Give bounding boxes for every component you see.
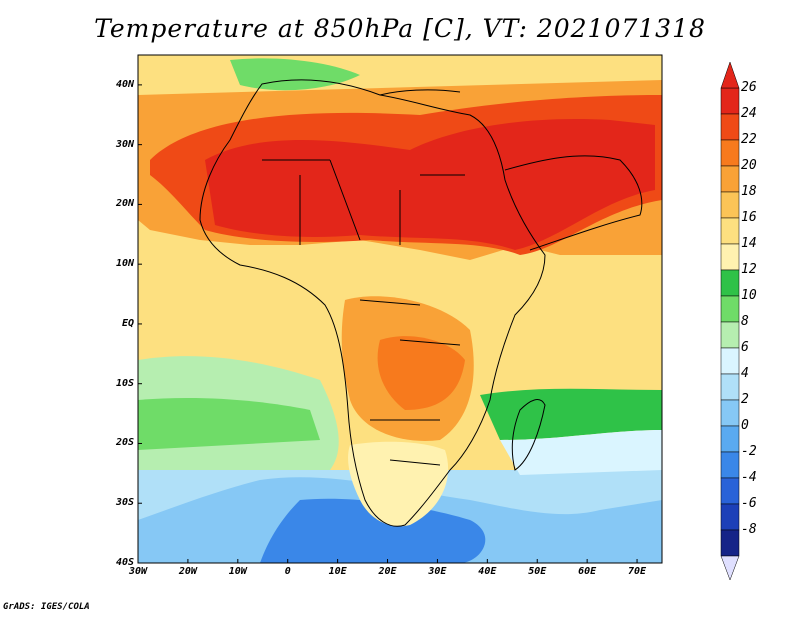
- colorbar-swatch: [720, 399, 740, 427]
- colorbar-label: 16: [741, 210, 757, 225]
- colorbar-label: 2: [741, 392, 749, 407]
- lon-label: 40E: [478, 566, 497, 577]
- colorbar-swatch: [720, 87, 740, 115]
- colorbar-label: 8: [741, 314, 749, 329]
- colorbar-label: -6: [741, 496, 757, 511]
- colorbar-swatch: [720, 139, 740, 167]
- temperature-field: [138, 55, 662, 563]
- colorbar-label: -8: [741, 522, 757, 537]
- lon-label: 20E: [378, 566, 397, 577]
- colorbar-swatch: [720, 243, 740, 271]
- colorbar-swatch: [720, 373, 740, 401]
- indian-ocean-pale: [500, 430, 662, 475]
- lat-label: 20N: [115, 198, 134, 210]
- axis-ticks: [137, 84, 638, 564]
- colorbar-label: 22: [741, 132, 757, 147]
- map-title: Temperature at 850hPa [C], VT: 202107131…: [94, 14, 706, 43]
- colorbar-bottom-arrow: [720, 555, 740, 581]
- colorbar-swatch: [720, 477, 740, 505]
- colorbar-label: 14: [741, 236, 757, 251]
- colorbar-swatch: [720, 529, 740, 557]
- map-frame: [137, 54, 663, 564]
- colorbar-label: 26: [741, 80, 757, 95]
- colorbar-label: -2: [741, 444, 757, 459]
- colorbar-label: 12: [741, 262, 757, 277]
- north-med-green: [230, 58, 360, 91]
- colorbar-label: 20: [741, 158, 757, 173]
- colorbar-label: 0: [741, 418, 749, 433]
- lon-label: 30E: [428, 566, 447, 577]
- lat-label: 40N: [115, 78, 134, 90]
- colorbar-swatch: [720, 321, 740, 349]
- hot-central-africa: [377, 336, 465, 410]
- colorbar-label: -4: [741, 470, 757, 485]
- lat-label: 30S: [115, 497, 134, 509]
- lon-label: 60E: [578, 566, 597, 577]
- lat-label: 10S: [115, 377, 134, 389]
- hottest-core: [205, 119, 655, 251]
- colorbar-swatch: [720, 425, 740, 453]
- indian-ocean-green: [480, 388, 662, 440]
- colorbar-label: 24: [741, 106, 757, 121]
- colorbar-swatch: [720, 451, 740, 479]
- colorbar-swatch: [720, 165, 740, 193]
- green-atlantic: [138, 398, 320, 450]
- southern-coldest: [260, 498, 486, 563]
- colorbar: [720, 61, 740, 581]
- lat-label: 10N: [115, 258, 134, 270]
- lon-label: 10W: [228, 566, 247, 577]
- lat-label: 40S: [115, 557, 134, 568]
- software-credit: GrADS: IGES/COLA: [3, 602, 90, 612]
- lat-label: 20S: [115, 437, 134, 449]
- colorbar-top-arrow: [720, 61, 740, 89]
- colorbar-label: 18: [741, 184, 757, 199]
- lon-label: 70E: [628, 566, 647, 577]
- colorbar-swatch: [720, 191, 740, 219]
- lat-label: 30N: [115, 138, 134, 150]
- lon-label: 10E: [328, 566, 347, 577]
- colorbar-label: 4: [741, 366, 749, 381]
- colorbar-swatch: [720, 269, 740, 297]
- colorbar-label: 10: [741, 288, 757, 303]
- colorbar-swatch: [720, 217, 740, 245]
- colorbar-swatch: [720, 113, 740, 141]
- lon-label: 30W: [128, 566, 148, 577]
- lat-label: EQ: [121, 317, 134, 329]
- colorbar-swatch: [720, 295, 740, 323]
- colorbar-label: 6: [741, 340, 749, 355]
- coastlines: [199, 79, 643, 527]
- lon-label: 20W: [178, 566, 197, 577]
- lon-label: 0: [284, 566, 291, 577]
- lon-label: 50E: [528, 566, 547, 577]
- colorbar-swatch: [720, 347, 740, 375]
- colorbar-swatch: [720, 503, 740, 531]
